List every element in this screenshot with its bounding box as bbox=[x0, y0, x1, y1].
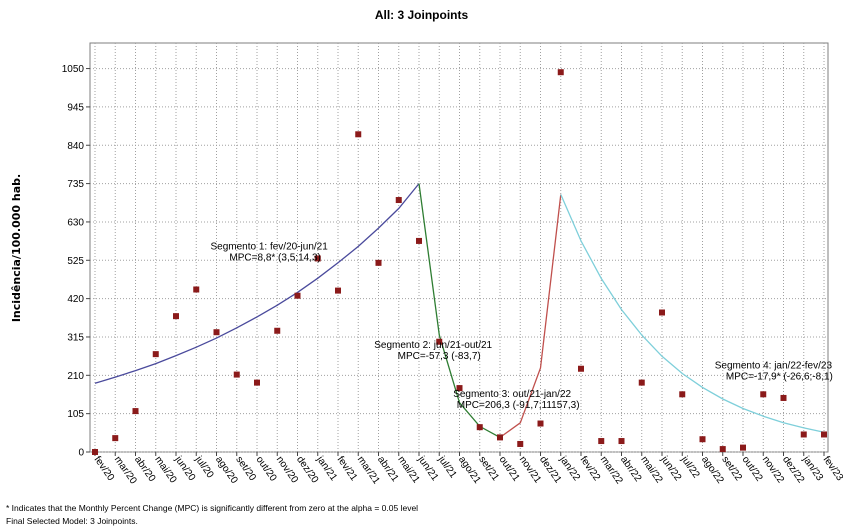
observed-point bbox=[679, 391, 686, 398]
x-tick-label: fev/21 bbox=[335, 454, 360, 483]
observed-point bbox=[152, 351, 159, 358]
observed-point bbox=[375, 259, 382, 266]
observed-point bbox=[780, 394, 787, 401]
observed-point bbox=[213, 329, 220, 336]
y-tick-label: 420 bbox=[67, 294, 84, 305]
observed-point bbox=[92, 449, 98, 455]
segment-label-mpc: MPC=-17,9* (-26,6;-8,1) bbox=[726, 372, 833, 383]
segment-label-title: Segmento 3: out/21-jan/22 bbox=[453, 389, 571, 400]
segment-label-mpc: MPC=206,3 (-91,7;11157,3) bbox=[457, 400, 580, 411]
y-tick-label: 525 bbox=[67, 256, 84, 267]
observed-point bbox=[335, 287, 341, 294]
observed-point bbox=[719, 446, 726, 453]
observed-point bbox=[274, 327, 281, 334]
observed-point bbox=[193, 286, 200, 293]
observed-point bbox=[314, 255, 321, 262]
observed-point bbox=[517, 440, 524, 447]
x-axis-ticks: fev/20mar/20abr/20mai/20jun/20jul/20ago/… bbox=[92, 452, 843, 487]
observed-point bbox=[578, 365, 584, 372]
x-tick-label: fev/23 bbox=[821, 454, 843, 483]
observed-point bbox=[760, 391, 767, 398]
observed-point bbox=[537, 420, 544, 427]
y-tick-label: 105 bbox=[67, 409, 84, 420]
observed-point bbox=[598, 438, 605, 445]
observed-point bbox=[821, 431, 827, 438]
observed-point bbox=[416, 237, 422, 244]
observed-point bbox=[800, 431, 807, 438]
observed-point bbox=[740, 444, 746, 451]
observed-point bbox=[497, 434, 503, 441]
segment-label-mpc: MPC=8,8* (3,5;14,3) bbox=[229, 252, 320, 263]
observed-point bbox=[618, 438, 625, 445]
chart-title: All: 3 Joinpoints bbox=[374, 8, 469, 22]
footnote: * Indicates that the Monthly Percent Cha… bbox=[6, 502, 418, 528]
observed-point bbox=[659, 309, 665, 316]
observed-point bbox=[233, 371, 240, 378]
fitted-line-segmento-4 bbox=[560, 194, 825, 433]
y-tick-label: 840 bbox=[67, 141, 84, 152]
y-tick-label: 945 bbox=[67, 102, 84, 113]
observed-point bbox=[456, 385, 463, 392]
y-tick-label: 735 bbox=[67, 179, 84, 190]
fitted-line-segmento-2 bbox=[418, 183, 501, 438]
observed-points bbox=[92, 69, 827, 455]
observed-point bbox=[557, 69, 564, 76]
y-axis-label: Incidência/100.000 hab. bbox=[10, 174, 23, 322]
footnote-significance: * Indicates that the Monthly Percent Cha… bbox=[6, 503, 419, 513]
observed-point bbox=[173, 313, 179, 320]
fitted-segments bbox=[94, 183, 825, 438]
y-tick-label: 0 bbox=[78, 448, 84, 459]
fitted-line-segmento-1 bbox=[94, 183, 420, 384]
grid-lines bbox=[90, 43, 828, 453]
segment-label-mpc: MPC=-57,3 (-83,7) bbox=[398, 351, 481, 362]
observed-point bbox=[476, 424, 483, 431]
observed-point bbox=[254, 379, 260, 386]
observed-point bbox=[638, 379, 645, 386]
segment-label-title: Segmento 4: jan/22-fev/23 bbox=[715, 361, 833, 372]
fitted-line-segmento-3 bbox=[499, 194, 562, 438]
observed-point bbox=[112, 435, 119, 442]
y-axis-ticks: 0 105 210 315 420 525 630 735 840 945 1050 bbox=[62, 64, 90, 459]
x-tick-label: fev/20 bbox=[92, 454, 117, 483]
observed-point bbox=[699, 436, 706, 443]
observed-point bbox=[294, 292, 301, 299]
y-tick-label: 315 bbox=[67, 332, 84, 343]
x-tick-label: fev/22 bbox=[578, 454, 603, 483]
y-tick-label: 210 bbox=[67, 371, 84, 382]
footnote-model: Final Selected Model: 3 Joinpoints. bbox=[6, 516, 138, 526]
observed-point bbox=[395, 197, 402, 204]
y-tick-label: 630 bbox=[67, 217, 84, 228]
y-tick-label: 1050 bbox=[62, 64, 85, 75]
segment-label-title: Segmento 1: fev/20-jun/21 bbox=[210, 241, 328, 252]
observed-point bbox=[436, 338, 443, 345]
segment-label-title: Segmento 2: jun/21-out/21 bbox=[374, 340, 492, 351]
observed-point bbox=[132, 408, 139, 415]
observed-point bbox=[355, 131, 362, 138]
